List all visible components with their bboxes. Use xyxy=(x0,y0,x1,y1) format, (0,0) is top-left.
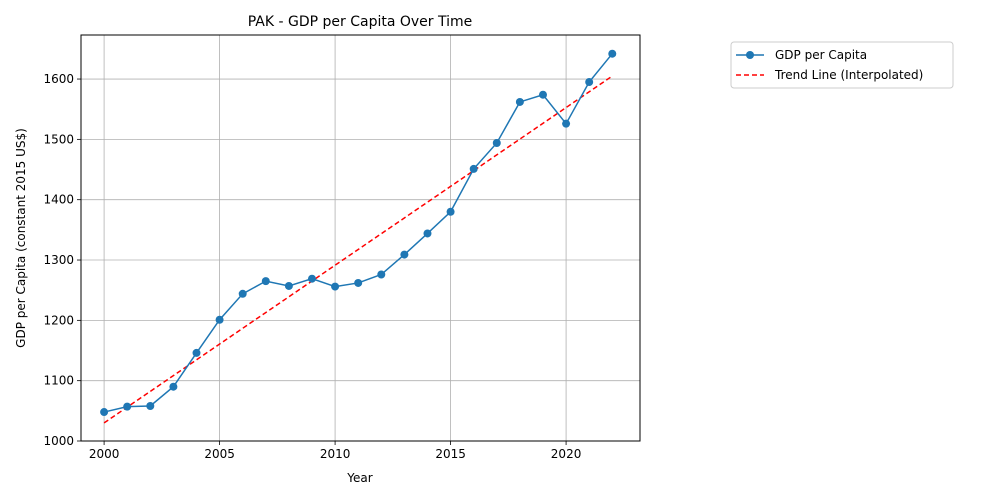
data-point-2020 xyxy=(562,119,571,128)
data-point-2015 xyxy=(446,207,455,216)
data-point-2002 xyxy=(146,402,155,411)
y-axis-title: GDP per Capita (constant 2015 US$) xyxy=(14,128,28,348)
y-tick-label: 1600 xyxy=(43,72,74,86)
data-point-2000 xyxy=(100,408,109,417)
data-point-2006 xyxy=(238,289,247,298)
x-tick-label: 2015 xyxy=(435,447,466,461)
series-trend-line xyxy=(103,75,613,424)
plot-frame xyxy=(80,34,641,442)
data-point-2016 xyxy=(469,164,478,173)
data-point-2007 xyxy=(261,277,270,286)
grid-lines xyxy=(81,35,640,442)
legend-swatch-gdp-marker xyxy=(746,51,754,59)
data-point-2014 xyxy=(423,229,432,238)
data-point-2011 xyxy=(354,278,363,287)
data-point-2022 xyxy=(608,49,617,58)
data-point-2004 xyxy=(192,348,201,357)
y-tick-label: 1400 xyxy=(43,193,74,207)
data-point-2012 xyxy=(377,270,386,279)
y-axis: 1000 1100 1200 1300 1400 1500 1600 xyxy=(43,72,81,448)
y-tick-label: 1300 xyxy=(43,253,74,267)
series-layer xyxy=(100,49,617,424)
legend-label-trend: Trend Line (Interpolated) xyxy=(774,68,923,82)
data-point-2005 xyxy=(215,315,224,324)
data-point-2009 xyxy=(307,274,316,283)
x-axis-title: Year xyxy=(346,471,372,485)
y-tick-label: 1100 xyxy=(43,374,74,388)
data-point-2018 xyxy=(515,97,524,106)
data-point-2021 xyxy=(585,78,594,87)
y-tick-label: 1000 xyxy=(43,434,74,448)
data-point-2017 xyxy=(492,138,501,147)
y-tick-label: 1200 xyxy=(43,313,74,327)
x-axis: 2000 2005 2010 2015 2020 xyxy=(89,441,582,461)
x-tick-label: 2005 xyxy=(204,447,235,461)
legend-box xyxy=(730,41,954,89)
data-point-2010 xyxy=(331,282,340,291)
series-gdp-line xyxy=(103,53,613,413)
legend-label-gdp: GDP per Capita xyxy=(775,48,867,62)
data-point-2019 xyxy=(538,90,547,99)
x-tick-label: 2020 xyxy=(551,447,582,461)
chart-title: PAK - GDP per Capita Over Time xyxy=(248,14,473,30)
legend: GDP per Capita Trend Line (Interpolated) xyxy=(730,41,954,89)
data-point-2001 xyxy=(123,402,132,411)
x-tick-label: 2010 xyxy=(320,447,351,461)
y-tick-label: 1500 xyxy=(43,132,74,146)
data-point-2003 xyxy=(169,382,178,391)
x-tick-label: 2000 xyxy=(89,447,120,461)
data-point-2013 xyxy=(400,250,409,259)
data-point-2008 xyxy=(284,281,293,290)
